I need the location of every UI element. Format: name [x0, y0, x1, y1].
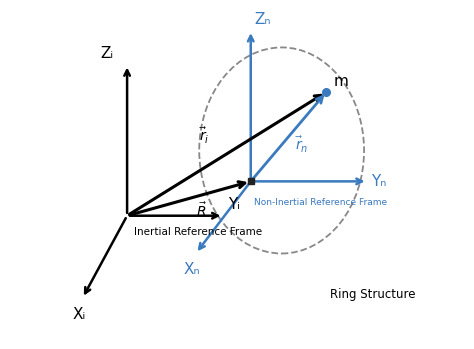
Text: Yₙ: Yₙ: [371, 174, 386, 189]
Text: Non-Inertial Reference Frame: Non-Inertial Reference Frame: [254, 199, 387, 207]
Text: Zᵢ: Zᵢ: [100, 46, 113, 61]
Text: Yᵢ: Yᵢ: [228, 197, 240, 212]
Text: Inertial Reference Frame: Inertial Reference Frame: [134, 227, 262, 237]
Text: $\vec{r}_i$: $\vec{r}_i$: [199, 126, 210, 146]
Text: Xₙ: Xₙ: [184, 262, 201, 277]
Text: Ring Structure: Ring Structure: [330, 288, 415, 301]
Text: $\vec{r}_n$: $\vec{r}_n$: [295, 135, 309, 155]
Text: Zₙ: Zₙ: [254, 12, 271, 27]
Text: m: m: [333, 74, 348, 89]
Text: Xᵢ: Xᵢ: [73, 307, 86, 322]
Text: $\vec{R}$: $\vec{R}$: [196, 202, 207, 221]
